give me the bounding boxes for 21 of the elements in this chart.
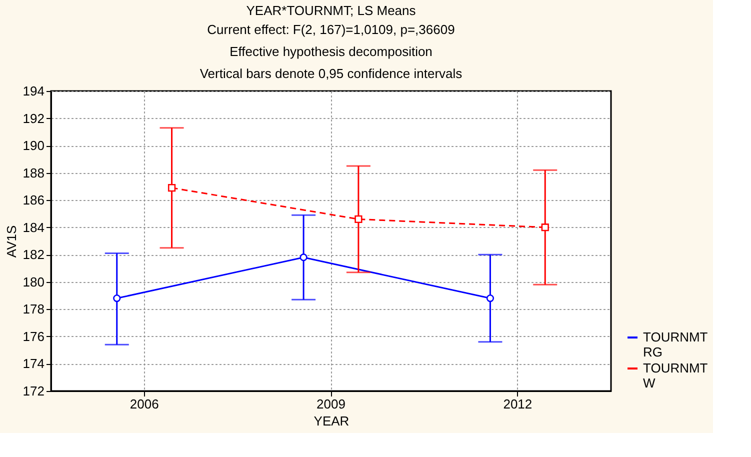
y-tick-label: 188 [22, 165, 44, 180]
y-axis-title: AV1S [4, 225, 19, 258]
x-tick-label: 2012 [503, 396, 532, 412]
y-tick-label: 172 [22, 384, 44, 398]
x-axis-title: YEAR [314, 414, 350, 428]
y-tick-label: 184 [22, 220, 44, 235]
y-tick-label: 190 [22, 138, 44, 154]
y-tick-label: 174 [22, 356, 44, 372]
legend-label: TOURNMT W [643, 360, 708, 390]
y-tick-label: 182 [22, 247, 44, 262]
chart-subtitle: Current effect: F(2, 167)=1,0109, p=,36609 Effective hypothesis decomposition Vertical bars denote 0,95 confidence intervals [200, 22, 463, 81]
y-tick-label: 194 [22, 84, 44, 98]
x-tick-label: 2009 [316, 396, 346, 412]
y-tick-label: 178 [22, 302, 44, 317]
y-tick-label: 192 [22, 110, 44, 126]
x-tick-label: 2006 [130, 396, 159, 412]
legend-label: TOURNMT RG [643, 330, 708, 360]
y-tick-label: 186 [22, 192, 44, 208]
chart-title: YEAR*TOURNMT; LS Means [246, 3, 416, 18]
y-tick-label: 176 [22, 328, 44, 344]
y-tick-label: 180 [22, 274, 44, 290]
